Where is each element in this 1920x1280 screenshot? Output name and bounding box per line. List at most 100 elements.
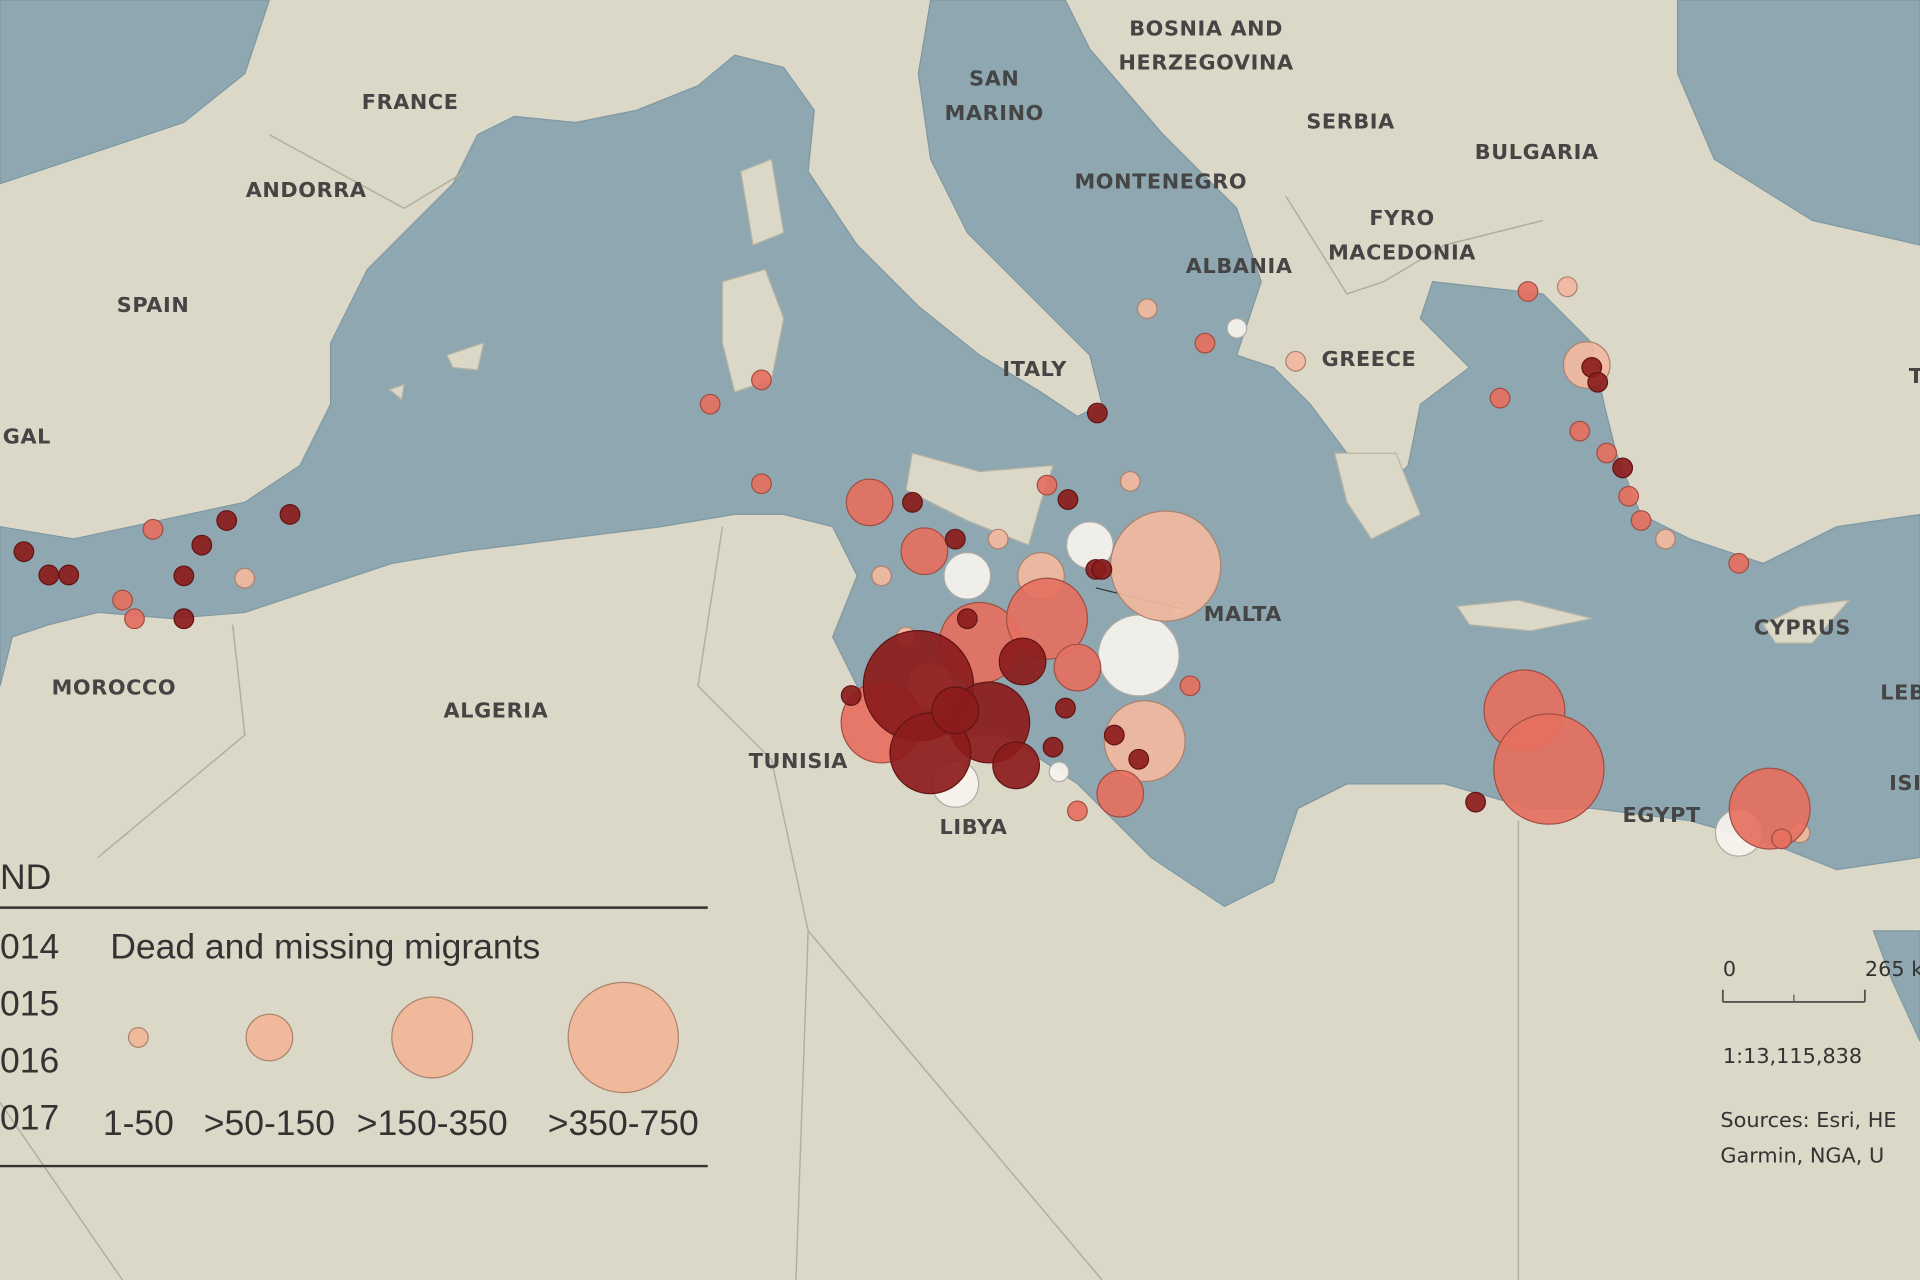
incident bbox=[216, 510, 238, 531]
incident bbox=[173, 608, 195, 630]
incident bbox=[1587, 371, 1609, 393]
incident bbox=[1226, 317, 1248, 339]
incident bbox=[998, 637, 1047, 686]
country-label: LIBYA bbox=[940, 815, 1008, 839]
incident bbox=[902, 491, 923, 513]
country-label: ITALY bbox=[1002, 357, 1067, 381]
country-label: SAN bbox=[969, 67, 1019, 91]
country-label: BOSNIA AND bbox=[1129, 16, 1283, 40]
country-label: CYPRUS bbox=[1754, 615, 1851, 639]
sources: Garmin, NGA, U bbox=[1720, 1143, 1884, 1167]
incident bbox=[1042, 736, 1064, 758]
country-label: TUNISIA bbox=[749, 749, 848, 773]
incident bbox=[1728, 767, 1811, 850]
incident bbox=[124, 608, 145, 630]
legend-year: 015 bbox=[0, 984, 59, 1024]
incident bbox=[1728, 552, 1750, 574]
legend-size bbox=[245, 1013, 294, 1062]
incident bbox=[845, 478, 894, 527]
legend-size bbox=[567, 981, 679, 1094]
legend-size bbox=[127, 1027, 149, 1048]
incident bbox=[751, 473, 772, 495]
incident bbox=[38, 564, 60, 586]
country-label: GAL bbox=[3, 424, 51, 448]
incident bbox=[1517, 281, 1539, 302]
country-label: FYRO bbox=[1369, 206, 1434, 230]
country-label: HERZEGOVINA bbox=[1119, 51, 1294, 75]
legend-size-label: >50-150 bbox=[204, 1103, 335, 1143]
incident bbox=[1096, 769, 1145, 818]
size-title: Dead and missing migrants bbox=[110, 927, 540, 967]
incident bbox=[1285, 350, 1307, 372]
country-label: BULGARIA bbox=[1475, 140, 1599, 164]
incident bbox=[992, 741, 1041, 790]
incident bbox=[1119, 470, 1141, 492]
legend-size-label: >350-750 bbox=[548, 1103, 699, 1143]
incident bbox=[1128, 748, 1150, 770]
incident bbox=[1194, 332, 1216, 354]
legend-size-label: >150-350 bbox=[357, 1103, 508, 1143]
country-label: ISI bbox=[1889, 771, 1920, 795]
incident bbox=[840, 685, 862, 706]
country-label: ALGERIA bbox=[444, 699, 549, 723]
incident bbox=[1097, 614, 1180, 697]
incident bbox=[1489, 387, 1511, 409]
country-labels: FRANCE ANDORRA SPAIN GAL MOROCCO ALGERIA TUNIS… bbox=[3, 16, 1920, 839]
incident bbox=[871, 565, 892, 587]
incident bbox=[1569, 420, 1591, 442]
incident bbox=[1067, 800, 1088, 822]
legend-title: ND bbox=[0, 857, 51, 897]
country-label: GREECE bbox=[1322, 347, 1417, 371]
incidents bbox=[13, 276, 1811, 857]
incident bbox=[1048, 761, 1070, 783]
country-label: MARINO bbox=[945, 101, 1044, 125]
borders bbox=[0, 134, 1544, 1280]
incident bbox=[1086, 402, 1108, 424]
incident bbox=[1771, 828, 1793, 850]
incident bbox=[1053, 643, 1102, 692]
incident bbox=[279, 504, 301, 525]
legend: ND Dead and missing migrants 014 015 016 01… bbox=[0, 857, 708, 1168]
incident bbox=[1136, 298, 1158, 320]
incident bbox=[1103, 724, 1125, 746]
incident bbox=[944, 528, 966, 550]
incident bbox=[931, 686, 980, 735]
sources: Sources: Esri, HE bbox=[1720, 1108, 1896, 1132]
incident bbox=[900, 527, 949, 576]
incident bbox=[58, 564, 80, 586]
country-label: MALTA bbox=[1204, 602, 1282, 626]
incident bbox=[234, 567, 256, 589]
incident bbox=[943, 552, 992, 600]
incident bbox=[1055, 697, 1076, 719]
incident bbox=[1103, 700, 1186, 783]
incident bbox=[112, 589, 133, 611]
incident bbox=[1655, 528, 1676, 550]
country-label: SPAIN bbox=[117, 293, 190, 317]
country-label: SERBIA bbox=[1306, 109, 1395, 133]
incident bbox=[13, 541, 35, 563]
incident bbox=[956, 608, 978, 630]
incident bbox=[1465, 791, 1487, 813]
incident bbox=[1630, 510, 1652, 531]
country-label: MONTENEGRO bbox=[1074, 170, 1247, 194]
legend-year: 017 bbox=[0, 1098, 59, 1138]
incident bbox=[173, 565, 195, 587]
country-label: T bbox=[1909, 364, 1920, 388]
incident bbox=[1091, 558, 1113, 580]
islands bbox=[388, 158, 1851, 644]
country-label: MOROCCO bbox=[52, 675, 177, 699]
incident bbox=[699, 393, 721, 415]
country-label: FRANCE bbox=[362, 90, 459, 114]
incident bbox=[987, 528, 1009, 550]
incident bbox=[751, 369, 772, 391]
incident bbox=[1179, 675, 1201, 697]
legend-size-label: 1-50 bbox=[103, 1103, 174, 1143]
scale-label: 265 k bbox=[1865, 957, 1920, 981]
country-label: LEB bbox=[1880, 680, 1920, 704]
incident bbox=[142, 518, 164, 540]
scale-label: 0 bbox=[1723, 957, 1736, 981]
country-label: EGYPT bbox=[1622, 803, 1701, 827]
legend-year: 014 bbox=[0, 927, 59, 967]
incident bbox=[1493, 713, 1605, 825]
